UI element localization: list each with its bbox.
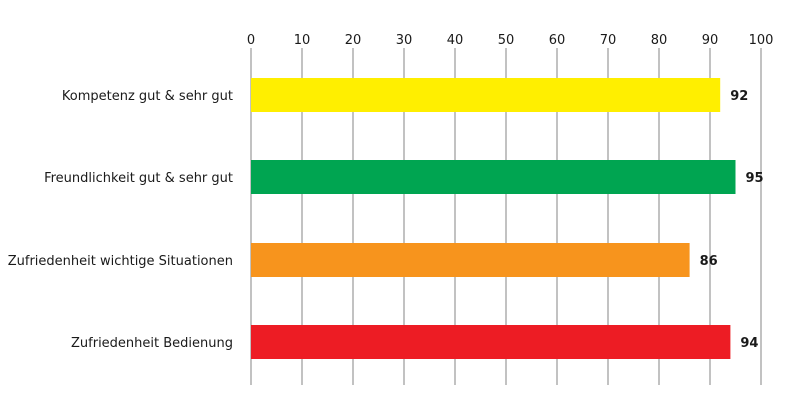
bar-4 [251,325,731,359]
x-tick-label: 90 [702,33,719,48]
category-label: Zufriedenheit Bedienung [71,336,233,351]
value-labels: 92 95 86 94 [700,89,764,351]
data-label: 92 [730,89,748,104]
data-label: 94 [740,336,758,351]
category-label: Zufriedenheit wichtige Situationen [8,254,233,269]
x-tick-label: 60 [549,33,566,48]
category-labels: Kompetenz gut & sehr gut Freundlichkeit g… [8,89,233,351]
data-label: 86 [700,254,718,269]
x-tick-label: 0 [247,33,255,48]
category-label: Kompetenz gut & sehr gut [62,89,233,104]
x-tick-label: 50 [498,33,515,48]
bar-3 [251,243,690,277]
bars [251,78,736,359]
x-tick-label: 70 [600,33,617,48]
bar-1 [251,78,721,112]
x-tick-label: 80 [651,33,668,48]
x-tick-label: 40 [447,33,464,48]
x-tick-label: 20 [345,33,362,48]
data-label: 95 [746,171,764,186]
category-label: Freundlichkeit gut & sehr gut [44,171,233,186]
x-tick-label: 10 [294,33,311,48]
x-axis-ticks: 0 10 20 30 40 50 60 70 80 90 100 [247,33,774,48]
x-tick-label: 30 [396,33,413,48]
bar-2 [251,160,736,194]
x-tick-label: 100 [749,33,774,48]
